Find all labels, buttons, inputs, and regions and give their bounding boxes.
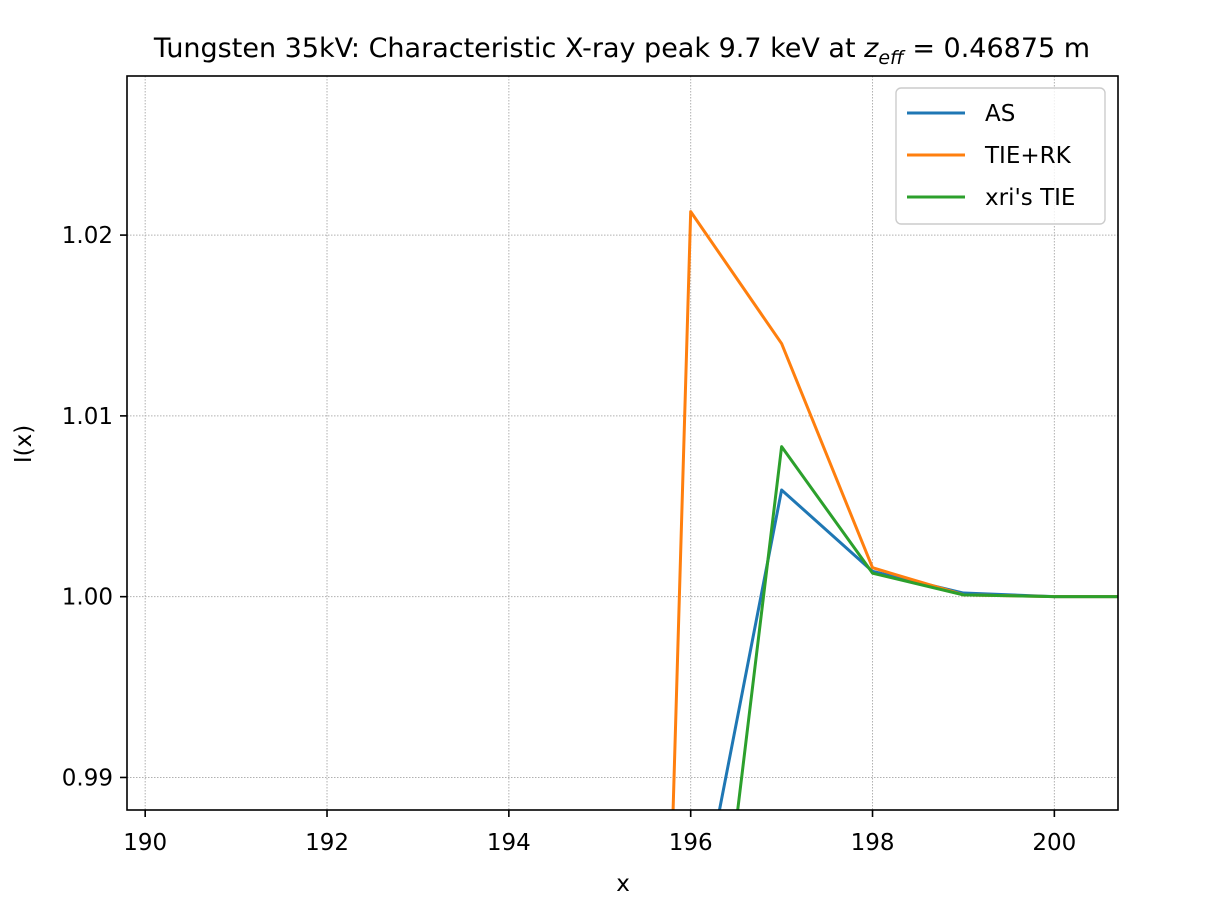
chart-title: Tungsten 35kV: Characteristic X-ray peak… <box>153 33 1090 69</box>
legend: AS TIE+RK xri's TIE <box>895 87 1106 225</box>
x-tick-label: 196 <box>669 830 713 856</box>
legend-label: TIE+RK <box>984 143 1072 169</box>
legend-label: xri's TIE <box>985 185 1075 211</box>
grid <box>127 76 1118 810</box>
plot-frame <box>126 75 1119 811</box>
y-axis-label: I(x) <box>11 425 37 463</box>
legend-box <box>895 87 1106 225</box>
x-tick-label: 194 <box>487 830 531 856</box>
x-tick-label: 192 <box>305 830 349 856</box>
y-tick-label: 1.02 <box>62 223 113 249</box>
ticks: 190 192 194 196 198 200 0.99 1.00 1.01 1.02 <box>62 223 1077 856</box>
x-tick-label: 200 <box>1032 830 1076 856</box>
x-tick-label: 198 <box>851 830 895 856</box>
y-tick-label: 1.01 <box>62 404 113 430</box>
y-tick-label: 1.00 <box>62 585 113 611</box>
series-group <box>671 210 1118 810</box>
x-tick-label: 190 <box>123 830 167 856</box>
x-axis-label: x <box>616 871 630 897</box>
y-tick-label: 0.99 <box>62 765 113 791</box>
series-line-2 <box>736 445 1118 810</box>
legend-label: AS <box>985 101 1015 127</box>
